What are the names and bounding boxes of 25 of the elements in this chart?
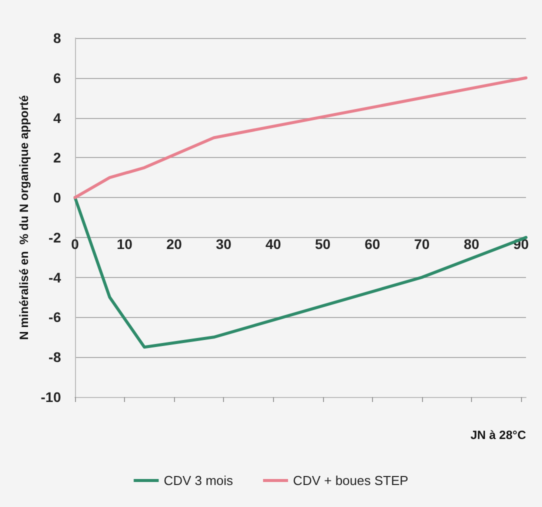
y-tick-label: 0 <box>53 190 62 206</box>
y-tick-label: -10 <box>40 389 62 405</box>
y-tick-label: -4 <box>48 269 62 286</box>
line-series <box>74 76 528 200</box>
x-tick-label: 20 <box>166 236 182 252</box>
legend-label: CDV 3 mois <box>164 473 234 488</box>
x-tick-label: 50 <box>315 236 331 252</box>
y-tick-label: -6 <box>48 309 62 326</box>
line-series <box>74 196 528 349</box>
x-tick-label: 0 <box>71 236 80 252</box>
y-tick-label: 2 <box>53 150 62 166</box>
y-tick-label: 4 <box>53 110 62 126</box>
x-tick-label: 80 <box>464 236 480 252</box>
x-tick-label: 40 <box>265 236 282 252</box>
y-tick-label: -2 <box>48 229 62 246</box>
y-axis-title: N minéralisé en % du N organique apporté <box>16 94 31 340</box>
y-tick-label: 6 <box>53 70 62 86</box>
x-tick-label: 10 <box>116 236 133 252</box>
x-axis-title: JN à 28°C <box>470 428 526 442</box>
x-tick-label: 30 <box>216 236 232 252</box>
legend-label: CDV + boues STEP <box>293 473 408 488</box>
y-tick-label: 8 <box>53 30 62 46</box>
x-tick-label: 70 <box>414 236 430 252</box>
x-tick-label: 60 <box>364 236 380 252</box>
y-tick-label: -8 <box>48 349 62 366</box>
